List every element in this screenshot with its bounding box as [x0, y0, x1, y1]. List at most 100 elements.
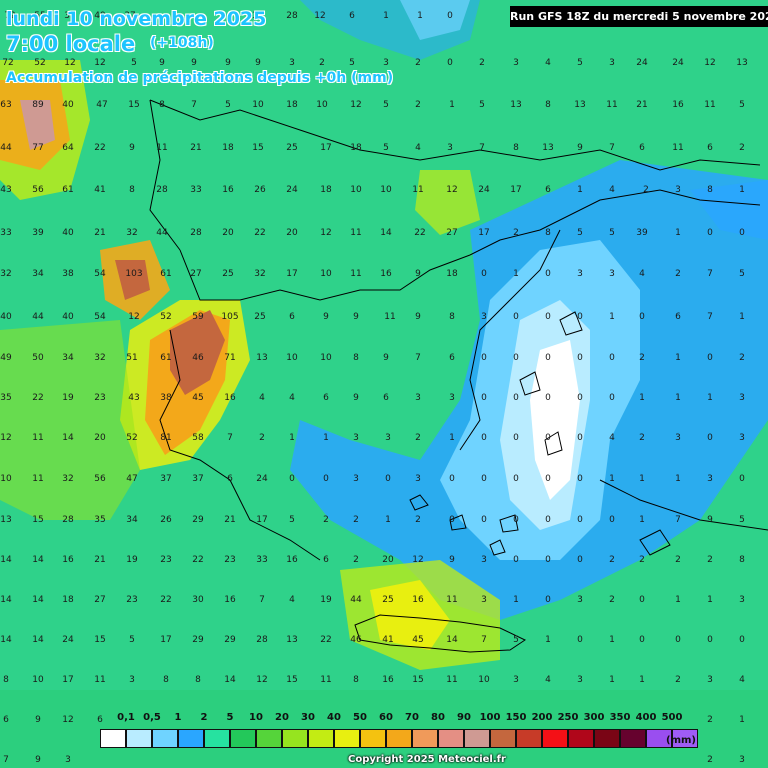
precip-value: 16	[380, 269, 392, 279]
precip-value: 9	[159, 58, 165, 68]
precip-value: 18	[446, 269, 458, 279]
precip-value: 10	[316, 100, 328, 110]
precip-value: 6	[289, 312, 295, 322]
precip-value: 3	[481, 555, 487, 565]
precip-value: 11	[350, 269, 361, 279]
precip-value: 81	[160, 433, 171, 443]
precip-value: 0	[481, 353, 487, 363]
precip-value: 11	[94, 675, 105, 685]
precip-value: 0	[577, 555, 583, 565]
precip-value: 43	[0, 185, 11, 195]
field-ionian-green	[0, 320, 140, 520]
precip-value: 3	[675, 185, 681, 195]
precip-value: 20	[94, 433, 106, 443]
precip-value: 6	[639, 143, 645, 153]
precip-value: 22	[94, 143, 105, 153]
precip-value: 0	[447, 58, 453, 68]
precip-value: 16	[222, 185, 234, 195]
precip-value: 1	[609, 635, 615, 645]
precip-value: 19	[126, 555, 138, 565]
precip-value: 103	[125, 269, 142, 279]
legend-swatch	[178, 729, 204, 748]
precip-value: 12	[350, 100, 361, 110]
precip-value: 1	[449, 433, 455, 443]
precip-value: 0	[289, 474, 295, 484]
precip-value: 59	[192, 312, 204, 322]
precip-value: 24	[672, 58, 684, 68]
precip-value: 2	[707, 715, 713, 725]
precip-value: 3	[353, 433, 359, 443]
precip-value: 47	[96, 100, 107, 110]
precip-value: 7	[707, 312, 713, 322]
field-east-blue	[690, 180, 768, 240]
precip-value: 14	[0, 595, 12, 605]
precip-value: 0	[739, 228, 745, 238]
precip-value: 4	[545, 58, 551, 68]
precip-value: 4	[415, 143, 421, 153]
precip-value: 8	[707, 185, 713, 195]
precip-value: 46	[350, 635, 362, 645]
precip-value: 12	[64, 58, 75, 68]
precip-value: 16	[62, 555, 74, 565]
legend-label: 150	[505, 712, 527, 723]
precip-value: 9	[323, 312, 329, 322]
precip-value: 0	[481, 474, 487, 484]
border-north-line	[149, 99, 761, 171]
precip-value: 2	[353, 555, 359, 565]
precip-value: 37	[252, 11, 263, 21]
precip-value: 10	[252, 100, 264, 110]
forecast-lead-time: (+108h)	[150, 35, 214, 51]
precip-value: 64	[62, 143, 74, 153]
precip-value: 5	[383, 100, 389, 110]
precip-value: 9	[415, 312, 421, 322]
precip-value: 1	[639, 474, 645, 484]
precip-value: 9	[353, 312, 359, 322]
precip-value: 3	[353, 474, 359, 484]
precip-value: 4	[609, 433, 615, 443]
precip-value: 61	[160, 269, 171, 279]
precip-value: 8	[159, 100, 165, 110]
island-outlines	[354, 311, 671, 653]
legend-label: 0,5	[143, 712, 161, 723]
precip-value: 1	[609, 675, 615, 685]
precip-value: 18	[286, 100, 298, 110]
precip-value: 44	[156, 228, 168, 238]
precip-value: 14	[0, 555, 12, 565]
precip-value: 2	[415, 100, 421, 110]
precip-value: 54	[94, 312, 106, 322]
legend-swatch	[516, 729, 542, 748]
field-west-peak	[20, 100, 55, 150]
precip-value: 21	[94, 555, 105, 565]
precip-value: 27	[446, 228, 457, 238]
precip-value: 15	[32, 515, 43, 525]
precip-value: 32	[126, 228, 137, 238]
precip-value: 13	[256, 353, 267, 363]
precip-value: 1	[639, 515, 645, 525]
legend-swatch	[542, 729, 568, 748]
precip-value: 41	[94, 185, 105, 195]
precip-value: 14	[62, 433, 74, 443]
precip-value: 1	[707, 393, 713, 403]
precip-value: 4	[609, 185, 615, 195]
precip-value: 2	[479, 58, 485, 68]
legend-label: 40	[327, 712, 341, 723]
legend-swatch	[126, 729, 152, 748]
precip-value: 1	[289, 433, 295, 443]
precip-value: 0	[545, 595, 551, 605]
precip-value: 49	[0, 353, 12, 363]
legend-label: 20	[275, 712, 289, 723]
precip-value: 10	[320, 353, 332, 363]
legend-unit: (mm)	[666, 735, 696, 746]
precip-value: 7	[259, 595, 265, 605]
precip-value: 1	[675, 393, 681, 403]
precip-value: 1	[675, 353, 681, 363]
precip-value: 10	[32, 675, 44, 685]
precip-value: 9	[129, 143, 135, 153]
legend-label: 80	[431, 712, 445, 723]
precip-value: 11	[412, 185, 423, 195]
precip-value: 2	[513, 228, 519, 238]
precip-value: 2	[643, 185, 649, 195]
precip-value: 40	[62, 100, 74, 110]
color-legend: 0,1 0,5 1 2 5 10 20 30 40 50 60 70 80 90 100 150 200 250 3…	[100, 712, 700, 752]
precip-value: 18	[62, 595, 74, 605]
